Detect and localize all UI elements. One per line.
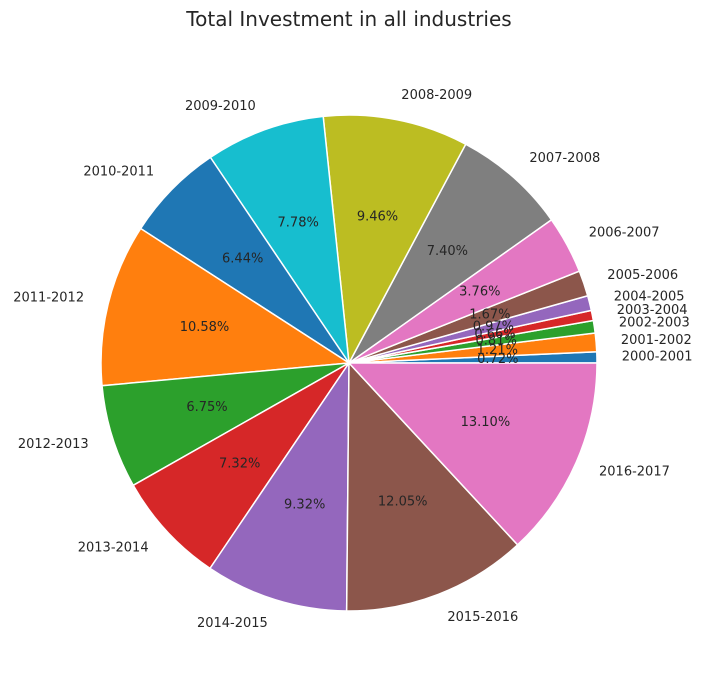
percent-label-2004-2005: 0.97% bbox=[473, 320, 514, 335]
percent-label-2014-2015: 9.32% bbox=[284, 498, 325, 513]
percent-label-2016-2017: 13.10% bbox=[461, 415, 511, 430]
percent-label-2005-2006: 1.67% bbox=[469, 308, 510, 323]
category-label-2008-2009: 2008-2009 bbox=[401, 88, 472, 103]
category-label-2016-2017: 2016-2017 bbox=[599, 465, 670, 480]
pie-slice-2013-2014 bbox=[132, 362, 350, 570]
category-label-2003-2004: 2003-2004 bbox=[617, 303, 688, 318]
percent-label-2000-2001: 0.72% bbox=[477, 352, 518, 367]
pie-slice-2007-2008 bbox=[348, 143, 553, 364]
pie-slice-2008-2009 bbox=[322, 114, 467, 366]
percent-label-2011-2012: 10.58% bbox=[180, 320, 230, 335]
category-label-2010-2011: 2010-2011 bbox=[83, 165, 154, 180]
percent-label-2008-2009: 9.46% bbox=[357, 210, 398, 225]
percent-label-2002-2003: 0.81% bbox=[476, 334, 517, 349]
pie-slice-2011-2012 bbox=[100, 227, 352, 387]
pie-slice-2014-2015 bbox=[208, 360, 350, 612]
category-label-2011-2012: 2011-2012 bbox=[13, 291, 84, 306]
category-label-2007-2008: 2007-2008 bbox=[529, 151, 600, 166]
category-label-2009-2010: 2009-2010 bbox=[185, 99, 256, 114]
category-label-2006-2007: 2006-2007 bbox=[589, 225, 660, 240]
percent-label-2013-2014: 7.32% bbox=[219, 457, 260, 472]
chart-title: Total Investment in all industries bbox=[185, 7, 511, 31]
percent-label-2009-2010: 7.78% bbox=[278, 216, 319, 231]
pie-slice-2009-2010 bbox=[209, 115, 350, 364]
pie-slice-2016-2017 bbox=[347, 362, 598, 546]
category-label-2005-2006: 2005-2006 bbox=[607, 268, 678, 283]
percent-label-2006-2007: 3.76% bbox=[459, 285, 500, 300]
percent-label-2015-2016: 12.05% bbox=[378, 494, 428, 509]
category-label-2013-2014: 2013-2014 bbox=[78, 541, 149, 556]
category-label-2000-2001: 2000-2001 bbox=[622, 349, 693, 364]
pie-slice-2015-2016 bbox=[345, 361, 519, 612]
percent-label-2003-2004: 0.66% bbox=[474, 327, 515, 342]
pie-slice-2012-2013 bbox=[101, 362, 350, 487]
category-label-2012-2013: 2012-2013 bbox=[18, 437, 89, 452]
percent-label-2001-2002: 1.21% bbox=[477, 343, 518, 358]
category-label-2014-2015: 2014-2015 bbox=[197, 616, 268, 631]
percent-label-2007-2008: 7.40% bbox=[427, 244, 468, 259]
category-label-2015-2016: 2015-2016 bbox=[447, 610, 518, 625]
percent-label-2012-2013: 6.75% bbox=[186, 400, 227, 415]
category-label-2002-2003: 2002-2003 bbox=[619, 316, 690, 331]
category-label-2001-2002: 2001-2002 bbox=[621, 333, 692, 348]
category-label-2004-2005: 2004-2005 bbox=[614, 290, 685, 305]
percent-label-2010-2011: 6.44% bbox=[222, 251, 263, 266]
